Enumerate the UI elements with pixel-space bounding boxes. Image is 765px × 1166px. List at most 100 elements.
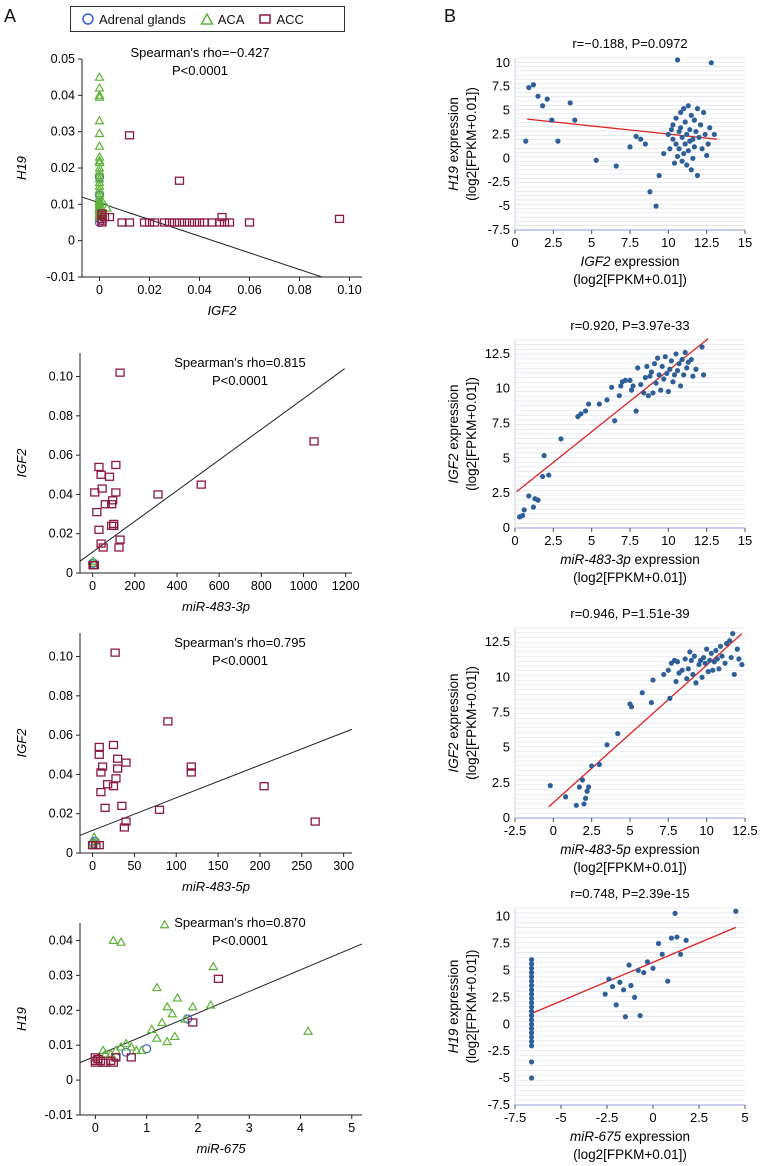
point-aca <box>180 1013 191 1023</box>
x-axis-label: miR-483-3p <box>182 599 250 614</box>
y-axis-label: IGF2 expression <box>446 673 461 772</box>
data-point <box>528 1043 535 1049</box>
data-point <box>684 162 690 168</box>
data-point <box>682 656 688 662</box>
data-point <box>633 133 639 139</box>
data-point <box>645 393 651 399</box>
point-acc <box>124 131 135 140</box>
y-tick-label: 0 <box>503 1016 510 1031</box>
point-aca <box>88 557 99 567</box>
data-point <box>558 436 564 442</box>
data-point <box>648 369 655 375</box>
data-point <box>541 452 547 459</box>
point-aca <box>101 202 113 212</box>
y-axis-label: H19 expression <box>446 960 461 1054</box>
chart-a4-h19-vs-mir675: 0 1 2 3 4 5 -0.01 0 0.01 0.02 0.03 0.04 miR-675 H19 Sp… <box>14 915 363 1156</box>
data-point <box>535 497 541 503</box>
point-acc <box>113 754 123 763</box>
data-point <box>674 57 681 63</box>
data-point <box>705 669 711 675</box>
data-point <box>586 784 592 790</box>
x-tick-label: -2.5 <box>596 1110 618 1125</box>
point-aca <box>187 1001 198 1011</box>
data-point <box>521 507 527 513</box>
data-point <box>691 653 697 659</box>
data-point <box>639 690 645 696</box>
point-aca <box>151 1032 162 1042</box>
x-axis-label: IGF2 <box>208 303 238 318</box>
data-point <box>701 109 707 116</box>
data-point <box>684 131 690 138</box>
data-point <box>676 361 682 367</box>
x-tick-label: -2.5 <box>504 823 526 838</box>
data-point <box>528 1034 535 1040</box>
data-point <box>682 119 688 125</box>
x-tick-label: 0 <box>550 823 557 838</box>
y-tick-label: -5 <box>498 198 510 213</box>
data-point <box>678 109 684 116</box>
data-point <box>567 100 573 106</box>
y-tick-label: 0.03 <box>51 125 75 139</box>
regression-line <box>81 196 323 278</box>
point-acc <box>117 218 127 227</box>
point-aca <box>172 992 183 1002</box>
point-aca <box>115 1041 127 1051</box>
correlation-title: r=0.946, P=1.51e-39 <box>570 606 689 621</box>
point-aca <box>96 195 108 205</box>
point-acc <box>97 218 107 227</box>
point-aca <box>94 91 105 101</box>
p-value-annotation: P<0.0001 <box>212 373 268 388</box>
data-point <box>555 138 561 144</box>
data-point <box>563 794 569 800</box>
data-point <box>701 372 707 378</box>
y-tick-label: -7.5 <box>488 1097 510 1112</box>
data-point <box>651 361 658 367</box>
point-acc <box>139 218 150 227</box>
y-tick-label: 0.04 <box>49 767 73 781</box>
point-acc <box>117 801 127 811</box>
x-tick-label: 800 <box>251 579 272 593</box>
regression-line <box>531 926 737 1015</box>
data-point <box>628 982 634 989</box>
data-point <box>702 660 708 666</box>
y-tick-label: 0.02 <box>49 1003 73 1017</box>
point-acc <box>188 1018 198 1027</box>
x-tick-label: 0 <box>649 1110 656 1125</box>
y-tick-label: 0 <box>68 234 75 248</box>
data-point <box>690 373 696 379</box>
data-point <box>664 370 670 377</box>
point-acc <box>111 488 121 497</box>
data-point <box>528 974 535 980</box>
chart-b4-h19-vs-mir675: -7.5 -5 -2.5 0 2.5 5 -7.5 -5 -2.5 0 2.5 5 7.5 10 r=0.7… <box>446 886 749 1162</box>
data-point <box>653 380 659 386</box>
data-point <box>687 649 693 655</box>
legend-item-acc: ACC <box>258 12 304 27</box>
data-point <box>682 349 688 356</box>
data-point <box>586 401 592 407</box>
point-acc <box>186 768 196 777</box>
y-tick-label: 7.5 <box>492 704 510 719</box>
x-tick-label: 0.02 <box>137 283 161 297</box>
data-point <box>661 671 667 678</box>
data-point <box>656 372 662 378</box>
y-axis-label-units: (log2[FPKM+0.01]) <box>464 87 479 201</box>
y-axis-label-units: (log2[FPKM+0.01]) <box>464 666 479 780</box>
data-point <box>612 418 618 424</box>
data-point <box>685 666 691 672</box>
data-point <box>526 493 532 499</box>
data-point <box>693 128 699 135</box>
point-acc <box>104 212 115 222</box>
x-tick-label: 5 <box>588 235 595 250</box>
data-point <box>582 408 589 414</box>
y-tick-label: 0.05 <box>51 52 75 66</box>
data-point <box>530 504 536 510</box>
data-point <box>667 695 673 701</box>
spearman-annotation: Spearman's rho=−0.427 <box>130 45 269 60</box>
data-point <box>576 784 582 790</box>
data-point <box>665 978 671 984</box>
correlation-title: r=0.920, P=3.97e-33 <box>570 318 689 333</box>
point-adrenal <box>121 1047 131 1057</box>
data-point <box>681 372 687 378</box>
data-point <box>635 967 641 974</box>
point-aca <box>94 90 105 99</box>
